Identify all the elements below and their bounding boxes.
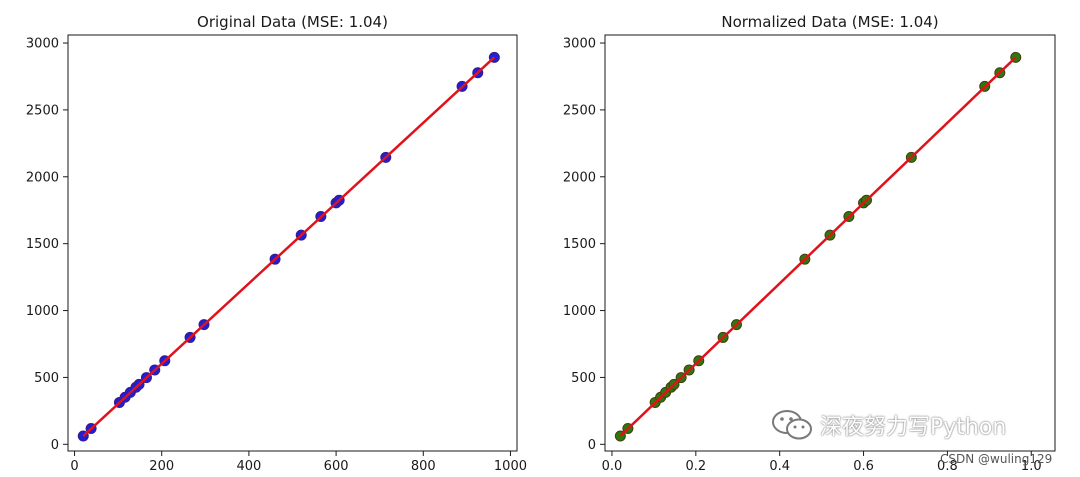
chart-title: Normalized Data (MSE: 1.04)	[721, 13, 938, 31]
y-tick-label: 500	[571, 371, 596, 386]
x-tick-label: 0.2	[685, 459, 706, 474]
plot-frame	[67, 34, 518, 452]
watermark: 深夜努力写Python	[770, 408, 1006, 442]
fit-line	[619, 56, 1017, 437]
y-tick-label: 1000	[563, 304, 596, 319]
y-tick-label: 1500	[26, 237, 59, 252]
y-tick-label: 3000	[563, 37, 596, 52]
watermark-sub: CSDN @wuling129	[940, 452, 1053, 466]
y-tick-label: 0	[588, 438, 596, 453]
chart-title: Original Data (MSE: 1.04)	[197, 13, 388, 31]
chart-normalized-data: Normalized Data (MSE: 1.04) 0.0 0.2 0.4 0.6…	[563, 13, 1056, 474]
y-tick-label: 0	[51, 438, 59, 453]
x-tick-label: 1.0	[1021, 459, 1042, 474]
x-tick-label: 800	[411, 459, 436, 474]
x-tick-label: 0.8	[937, 459, 958, 474]
x-tick-label: 0.6	[853, 459, 874, 474]
plot-frame	[604, 34, 1056, 452]
y-tick-label: 500	[34, 371, 59, 386]
x-tick-label: 0.4	[769, 459, 790, 474]
wechat-icon	[772, 410, 812, 440]
y-tick-label: 2500	[26, 103, 59, 118]
x-tick-label: 400	[236, 459, 261, 474]
x-tick-label: 0.0	[602, 459, 623, 474]
watermark-text: 深夜努力写Python	[820, 415, 1007, 440]
y-tick-label: 1000	[26, 304, 59, 319]
y-tick-label: 2000	[563, 170, 596, 185]
x-tick-label: 0	[70, 459, 78, 474]
y-tick-label: 2500	[563, 103, 596, 118]
x-tick-label: 1000	[494, 459, 527, 474]
x-tick-label: 200	[149, 459, 174, 474]
x-tick-label: 600	[324, 459, 349, 474]
fit-line	[82, 56, 496, 437]
y-tick-label: 3000	[26, 37, 59, 52]
y-tick-label: 2000	[26, 170, 59, 185]
y-tick-label: 1500	[563, 237, 596, 252]
chart-original-data: Original Data (MSE: 1.04) 0 200 400 600 800 1…	[26, 13, 527, 474]
